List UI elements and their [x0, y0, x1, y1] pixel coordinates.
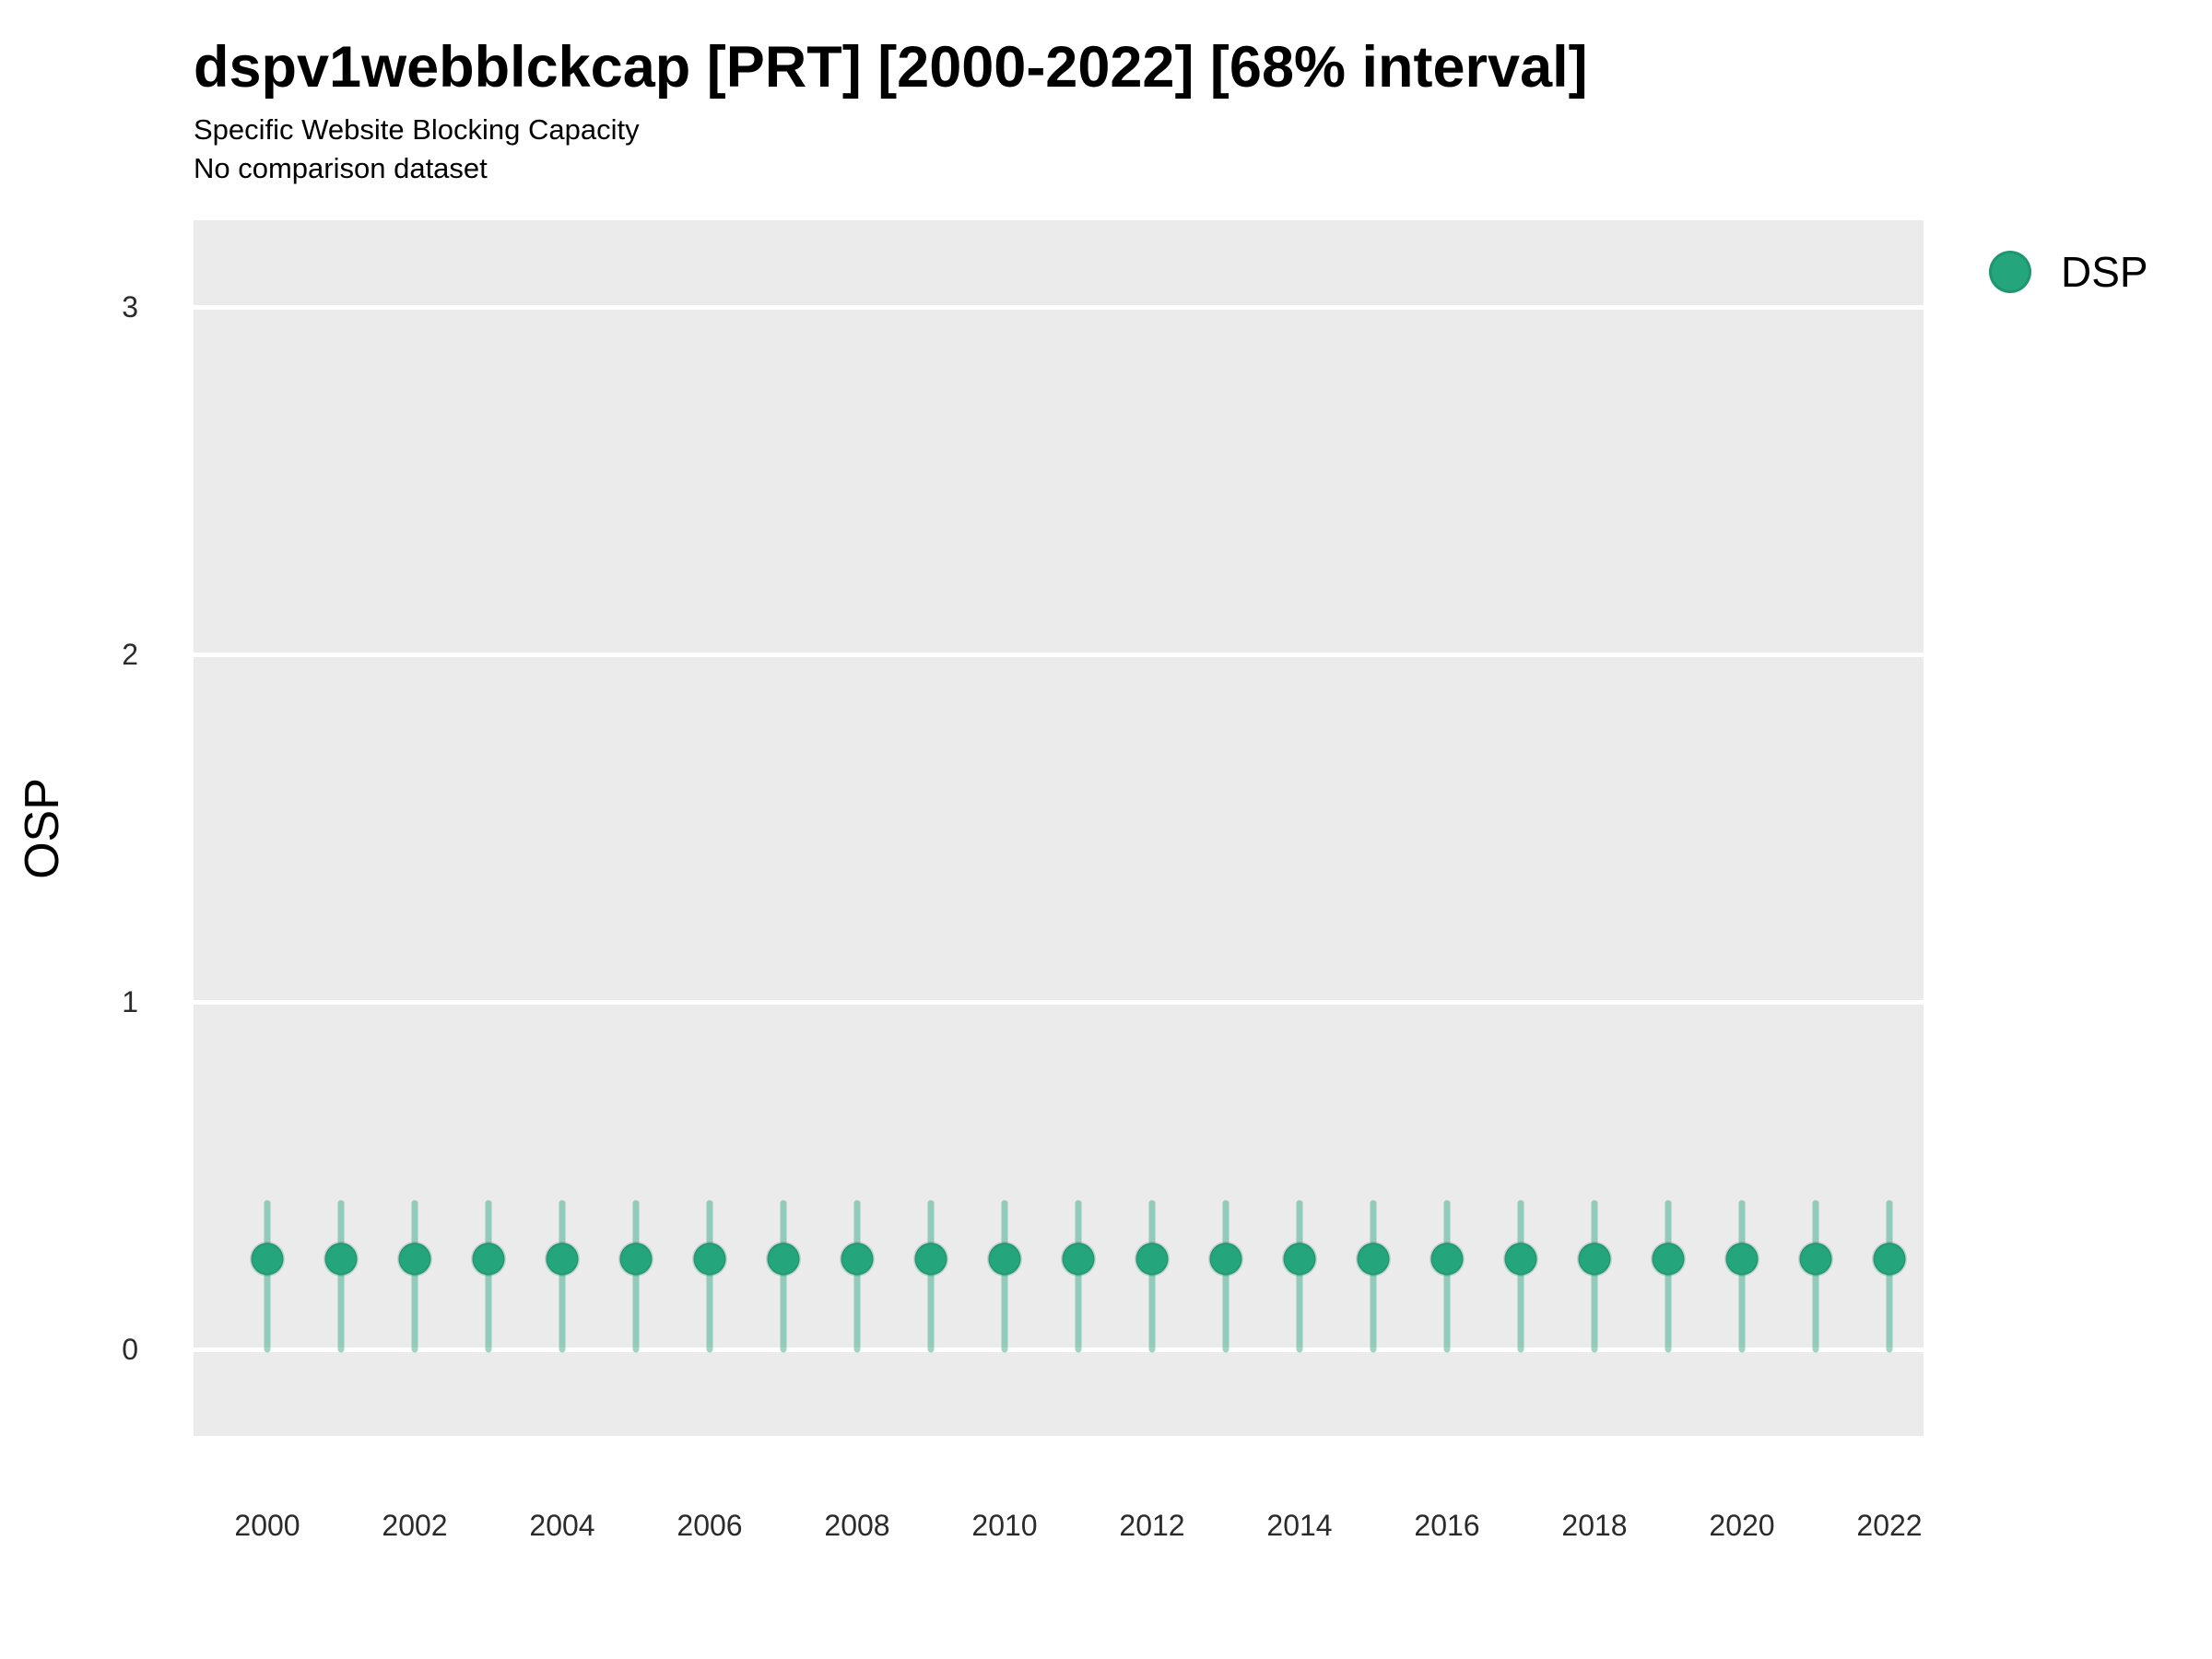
x-tick-label: 2020: [1709, 1509, 1775, 1542]
pointrange-2004: [545, 1200, 580, 1353]
x-tick-label: 2016: [1414, 1509, 1480, 1542]
pointrange-2005: [618, 1200, 653, 1353]
point-estimate: [1798, 1241, 1833, 1277]
point-estimate: [1430, 1241, 1465, 1277]
x-tick-label: 2004: [529, 1509, 595, 1542]
y-tick-label: 3: [122, 290, 138, 324]
pointrange-2021: [1798, 1200, 1833, 1353]
point-estimate: [1282, 1241, 1317, 1277]
pointrange-2018: [1577, 1200, 1612, 1353]
x-tick-label: 2008: [824, 1509, 890, 1542]
pointrange-2015: [1356, 1200, 1391, 1353]
point-estimate: [1577, 1241, 1612, 1277]
pointrange-2009: [913, 1200, 948, 1353]
plot-panel: [194, 220, 1924, 1436]
pointrange-2003: [471, 1200, 506, 1353]
point-estimate: [324, 1241, 359, 1277]
point-estimate: [1135, 1241, 1170, 1277]
point-estimate: [471, 1241, 506, 1277]
point-estimate: [692, 1241, 727, 1277]
pointrange-2010: [987, 1200, 1022, 1353]
point-estimate: [618, 1241, 653, 1277]
pointrange-2013: [1208, 1200, 1243, 1353]
pointrange-2001: [324, 1200, 359, 1353]
pointrange-2011: [1061, 1200, 1096, 1353]
point-estimate: [913, 1241, 948, 1277]
chart-title: dspv1webblckcap [PRT] [2000-2022] [68% i…: [194, 35, 1588, 100]
point-estimate: [1356, 1241, 1391, 1277]
x-tick-label: 2014: [1266, 1509, 1333, 1542]
pointrange-2002: [397, 1200, 432, 1353]
chart-subtitle: Specific Website Blocking Capacity: [194, 113, 640, 146]
x-tick-label: 2012: [1119, 1509, 1185, 1542]
point-estimate: [397, 1241, 432, 1277]
legend-dsp-dot-icon: [1989, 251, 2031, 293]
point-estimate: [1651, 1241, 1686, 1277]
x-tick-label: 2000: [234, 1509, 300, 1542]
y-tick-label: 0: [122, 1333, 138, 1366]
point-estimate: [1724, 1241, 1759, 1277]
gridline-y-1: [194, 999, 1924, 1005]
point-estimate: [545, 1241, 580, 1277]
pointrange-2006: [692, 1200, 727, 1353]
gridline-y-0: [194, 1347, 1924, 1352]
pointrange-2014: [1282, 1200, 1317, 1353]
gridline-y-3: [194, 304, 1924, 310]
y-tick-label: 1: [122, 985, 138, 1018]
comparison-note: No comparison dataset: [194, 152, 488, 184]
gridline-y-2: [194, 652, 1924, 657]
point-estimate: [1208, 1241, 1243, 1277]
pointrange-layer: [250, 1200, 1907, 1353]
pointrange-2007: [766, 1200, 801, 1353]
point-estimate: [1061, 1241, 1096, 1277]
x-tick-label: 2022: [1856, 1509, 1923, 1542]
pointrange-2020: [1724, 1200, 1759, 1353]
point-estimate: [840, 1241, 875, 1277]
pointrange-2012: [1135, 1200, 1170, 1353]
y-tick-label: 2: [122, 638, 138, 671]
y-axis-title: OSP: [16, 778, 69, 879]
x-tick-label: 2018: [1561, 1509, 1628, 1542]
pointrange-2022: [1872, 1200, 1907, 1353]
point-estimate: [250, 1241, 285, 1277]
pointrange-2017: [1503, 1200, 1538, 1353]
point-estimate: [1872, 1241, 1907, 1277]
point-estimate: [766, 1241, 801, 1277]
pointrange-2008: [840, 1200, 875, 1353]
legend-dsp-label: DSP: [2061, 248, 2148, 296]
legend: DSP: [1989, 251, 2148, 293]
pointrange-2019: [1651, 1200, 1686, 1353]
x-tick-label: 2006: [677, 1509, 743, 1542]
x-tick-label: 2002: [382, 1509, 448, 1542]
point-estimate: [987, 1241, 1022, 1277]
point-estimate: [1503, 1241, 1538, 1277]
pointrange-2016: [1430, 1200, 1465, 1353]
pointrange-2000: [250, 1200, 285, 1353]
x-tick-label: 2010: [971, 1509, 1038, 1542]
